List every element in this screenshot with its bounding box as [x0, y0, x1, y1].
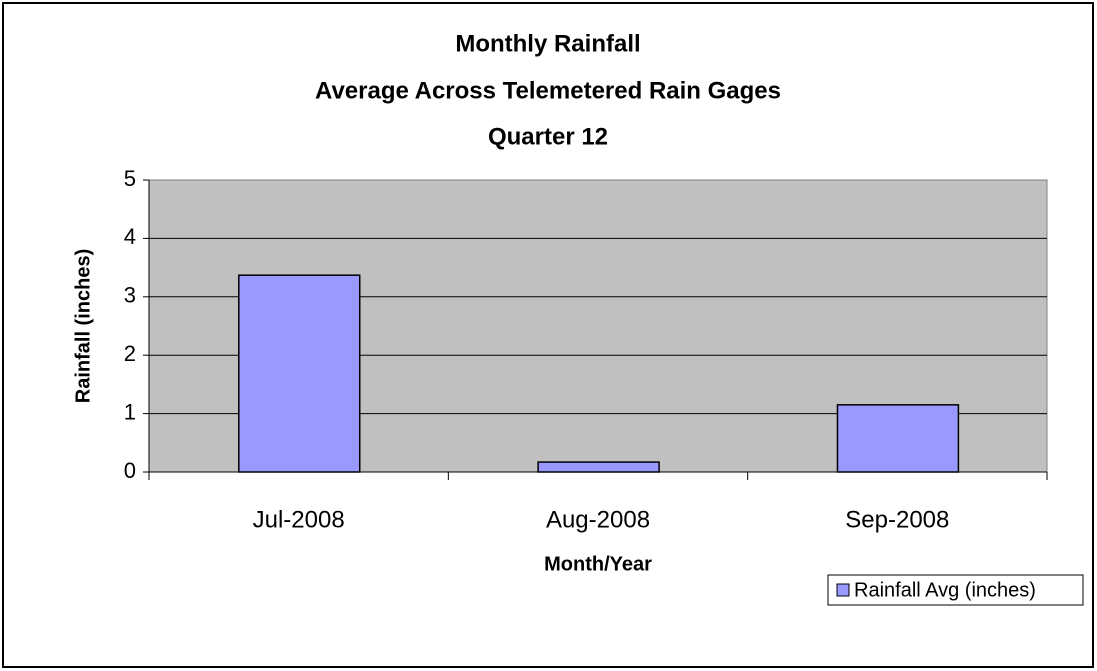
x-axis-label: Month/Year: [544, 553, 652, 575]
legend-label: Rainfall Avg (inches): [854, 579, 1036, 601]
x-tick-label: Sep-2008: [845, 506, 949, 533]
chart-title: Monthly Rainfall: [455, 30, 640, 57]
legend: [827, 574, 1084, 606]
legend-swatch: [836, 583, 850, 597]
y-tick-label: 3: [124, 283, 136, 308]
chart-title: Average Across Telemetered Rain Gages: [315, 77, 781, 104]
bar: [537, 461, 660, 473]
bar: [238, 274, 361, 473]
y-axis-label: Rainfall (inches): [72, 249, 94, 403]
x-tick-label: Aug-2008: [546, 506, 650, 533]
bar: [836, 404, 960, 473]
y-tick-label: 5: [124, 166, 136, 191]
chart-title: Quarter 12: [488, 123, 608, 150]
y-tick-label: 4: [124, 224, 136, 249]
x-tick-label: Jul-2008: [253, 506, 345, 533]
y-tick-label: 0: [124, 458, 136, 483]
y-tick-label: 2: [124, 341, 136, 366]
y-tick-label: 1: [124, 399, 136, 424]
